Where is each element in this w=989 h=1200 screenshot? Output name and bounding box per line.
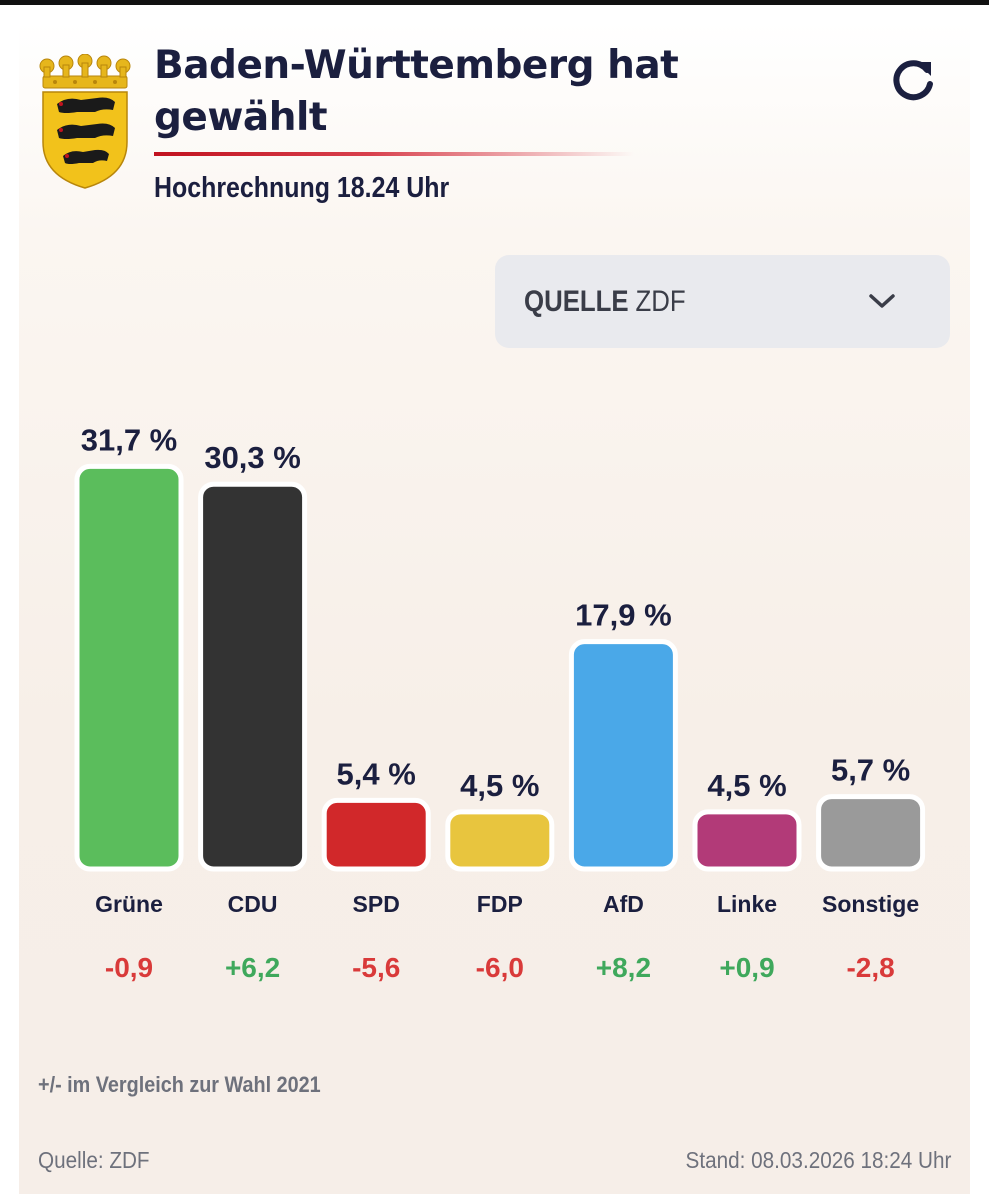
category-label-sonstige: Sonstige (822, 891, 919, 917)
value-label-gruene: 31,7 % (81, 422, 178, 457)
page-title: Baden-Württemberg hat gewählt (154, 43, 679, 140)
results-bar-chart: 31,7 % Grüne -0,9 30,3 % CDU +6,2 5,4 % SPD -5,6… (74, 422, 926, 983)
top-rule (0, 0, 989, 5)
title-underline (154, 152, 634, 156)
category-label-afd: AfD (603, 891, 644, 917)
bar-cdu (198, 481, 308, 872)
change-label-sonstige: -2,8 (846, 952, 894, 983)
bar-fdp (445, 809, 555, 872)
category-label-gruene: Grüne (95, 891, 163, 917)
category-label-cdu: CDU (228, 891, 278, 917)
change-label-cdu: +6,2 (225, 952, 280, 983)
comparison-note: +/- im Vergleich zur Wahl 2021 (38, 1072, 321, 1097)
value-label-sonstige: 5,7 % (831, 753, 910, 788)
category-label-linke: Linke (717, 891, 777, 917)
bar-spd (321, 797, 431, 872)
chevron-down-icon (869, 294, 895, 308)
source-dropdown-text: QUELLE ZDF (524, 285, 686, 319)
footer-source: Quelle: ZDF (38, 1147, 150, 1173)
category-label-fdp: FDP (477, 891, 523, 917)
bar-gruene (74, 463, 184, 872)
election-card: Baden-Württemberg hat gewählt Hochrechnu… (19, 22, 970, 1194)
change-label-spd: -5,6 (352, 952, 400, 983)
value-label-cdu: 30,3 % (204, 440, 301, 475)
bar-sonstige (816, 794, 926, 872)
footer-timestamp: Stand: 08.03.2026 18:24 Uhr (685, 1147, 951, 1173)
bar-afd (568, 639, 678, 872)
change-label-gruene: -0,9 (105, 952, 153, 983)
value-label-fdp: 4,5 % (460, 768, 539, 803)
source-value: ZDF (635, 285, 686, 318)
bar-linke (692, 809, 802, 872)
source-label: QUELLE (524, 285, 629, 318)
source-dropdown[interactable]: QUELLE ZDF (495, 255, 950, 348)
change-label-fdp: -6,0 (476, 952, 524, 983)
change-label-afd: +8,2 (596, 952, 651, 983)
category-label-spd: SPD (353, 891, 400, 917)
value-label-linke: 4,5 % (707, 768, 786, 803)
value-label-afd: 17,9 % (575, 598, 672, 633)
value-label-spd: 5,4 % (337, 756, 416, 791)
refresh-icon[interactable] (885, 52, 941, 108)
page-subtitle: Hochrechnung 18.24 Uhr (154, 172, 450, 204)
change-label-linke: +0,9 (719, 952, 774, 983)
coat-of-arms-icon (39, 54, 131, 189)
